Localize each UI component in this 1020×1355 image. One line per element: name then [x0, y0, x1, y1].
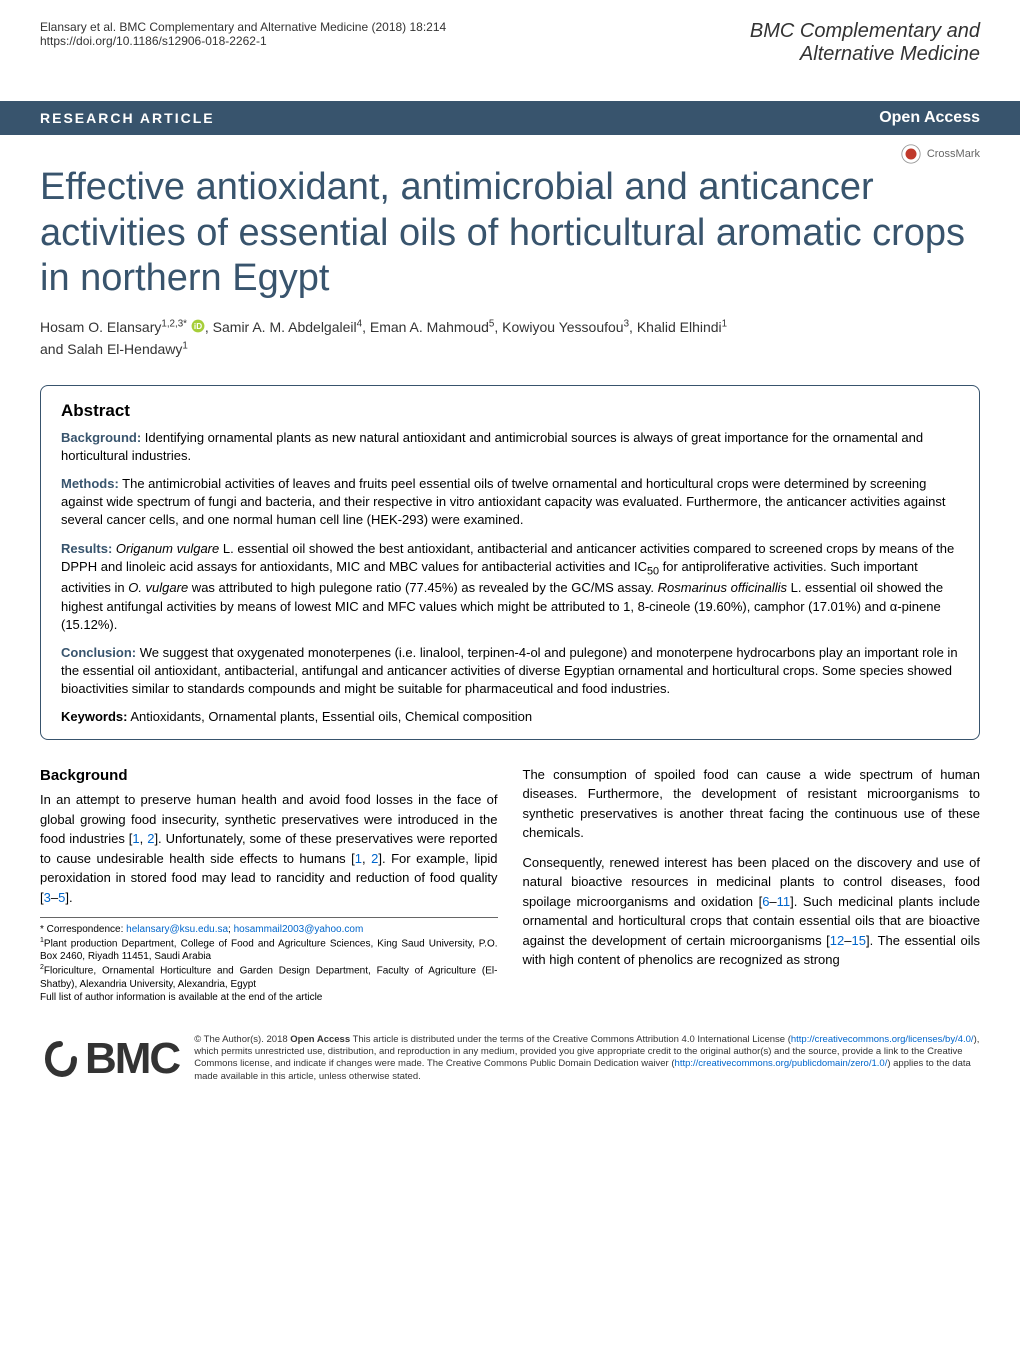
abstract-results-text-4: O. vulgare: [128, 580, 188, 595]
correspondence-block: * Correspondence: helansary@ksu.edu.sa; …: [40, 917, 498, 1004]
keywords-text: Antioxidants, Ornamental plants, Essenti…: [127, 709, 532, 724]
abstract-conclusion-text: We suggest that oxygenated monoterpenes …: [61, 645, 958, 696]
citation-text: Elansary et al. BMC Complementary and Al…: [40, 20, 446, 34]
ref-link-15[interactable]: 15: [852, 933, 866, 948]
p3-t2: –: [769, 894, 776, 909]
body-para-3: Consequently, renewed interest has been …: [523, 853, 981, 970]
ref-link-11[interactable]: 11: [777, 894, 791, 909]
license-bold: Open Access: [290, 1034, 350, 1045]
crossmark-label: CrossMark: [927, 148, 980, 160]
license-url-2[interactable]: http://creativecommons.org/publicdomain/…: [675, 1058, 888, 1069]
keywords-line: Keywords: Antioxidants, Ornamental plant…: [61, 709, 959, 724]
license-p2: This article is distributed under the te…: [350, 1034, 791, 1045]
abstract-results-text-1: Origanum vulgare: [112, 541, 219, 556]
author-5-affiliation: 1: [722, 318, 727, 329]
abstract-box: Abstract Background: Identifying ornamen…: [40, 385, 980, 740]
license-text: © The Author(s). 2018 Open Access This a…: [194, 1034, 980, 1083]
ref-link-1b[interactable]: 1: [355, 851, 362, 866]
ic50-sub: 50: [647, 565, 659, 577]
abstract-background: Background: Identifying ornamental plant…: [61, 429, 959, 465]
correspondence-label: * Correspondence:: [40, 924, 126, 935]
body-para-1: In an attempt to preserve human health a…: [40, 790, 498, 907]
abstract-background-text: Identifying ornamental plants as new nat…: [61, 430, 923, 463]
abstract-results-text-5: was attributed to high pulegone ratio (7…: [188, 580, 657, 595]
abstract-conclusion-label: Conclusion:: [61, 645, 136, 660]
running-header: Elansary et al. BMC Complementary and Al…: [0, 0, 1020, 71]
abstract-heading: Abstract: [61, 401, 959, 421]
author-list: Hosam O. Elansary1,2,3* iD , Samir A. M.…: [40, 317, 980, 360]
crossmark-badge[interactable]: CrossMark: [900, 143, 980, 165]
p1-t6: –: [51, 890, 58, 905]
correspondence-email-1[interactable]: helansary@ksu.edu.sa: [126, 924, 228, 935]
ref-link-3[interactable]: 3: [44, 890, 51, 905]
p1-t7: ].: [65, 890, 72, 905]
doi-text: https://doi.org/10.1186/s12906-018-2262-…: [40, 34, 446, 48]
footer-bar: BMC © The Author(s). 2018 Open Access Th…: [0, 1019, 1020, 1109]
affiliation-2: Floriculture, Ornamental Horticulture an…: [40, 966, 498, 990]
abstract-methods-label: Methods:: [61, 476, 119, 491]
author-1-affiliation: 1,2,3*: [161, 318, 187, 329]
article-type-label: RESEARCH ARTICLE: [40, 110, 215, 126]
bmc-logo: BMC: [40, 1034, 179, 1084]
keywords-label: Keywords:: [61, 709, 127, 724]
abstract-methods: Methods: The antimicrobial activities of…: [61, 475, 959, 530]
correspondence-email-2[interactable]: hosammail2003@yahoo.com: [234, 924, 364, 935]
full-author-info: Full list of author information is avail…: [40, 992, 322, 1003]
journal-brand: BMC Complementary and Alternative Medici…: [750, 20, 980, 66]
abstract-conclusion: Conclusion: We suggest that oxygenated m…: [61, 644, 959, 699]
article-body: Background In an attempt to preserve hum…: [0, 750, 1020, 1019]
svg-text:iD: iD: [194, 321, 202, 330]
author-6-affiliation: 1: [182, 340, 187, 351]
journal-name-line1: BMC Complementary and: [750, 20, 980, 42]
abstract-background-label: Background:: [61, 430, 141, 445]
p3-t4: –: [844, 933, 851, 948]
ref-link-12[interactable]: 12: [830, 933, 844, 948]
body-para-2: The consumption of spoiled food can caus…: [523, 765, 981, 843]
abstract-results-label: Results:: [61, 541, 112, 556]
affiliation-1: Plant production Department, College of …: [40, 938, 498, 962]
license-url-1[interactable]: http://creativecommons.org/licenses/by/4…: [791, 1034, 974, 1045]
author-5: , Khalid Elhindi: [629, 319, 722, 335]
abstract-methods-text: The antimicrobial activities of leaves a…: [61, 476, 945, 527]
author-6: and Salah El-Hendawy: [40, 341, 182, 357]
bmc-logo-icon: [40, 1039, 80, 1079]
author-4: , Kowiyou Yessoufou: [494, 319, 623, 335]
abstract-results-text-6: Rosmarinus officinallis: [658, 580, 787, 595]
ref-link-1[interactable]: 1: [132, 831, 139, 846]
citation-block: Elansary et al. BMC Complementary and Al…: [40, 20, 446, 48]
article-title: Effective antioxidant, antimicrobial and…: [40, 165, 980, 302]
license-p1: © The Author(s). 2018: [194, 1034, 290, 1045]
crossmark-icon: [900, 143, 922, 165]
journal-name-line2: Alternative Medicine: [800, 43, 980, 65]
author-2: , Samir A. M. Abdelgaleil: [205, 319, 357, 335]
orcid-icon[interactable]: iD: [191, 318, 205, 339]
open-access-label: Open Access: [879, 109, 980, 127]
author-1: Hosam O. Elansary: [40, 319, 161, 335]
bmc-logo-text: BMC: [85, 1034, 179, 1084]
abstract-results: Results: Origanum vulgare L. essential o…: [61, 540, 959, 635]
p1-t4: ,: [362, 851, 371, 866]
article-type-bar: RESEARCH ARTICLE Open Access: [0, 101, 1020, 135]
author-3: , Eman A. Mahmoud: [362, 319, 489, 335]
title-area: Effective antioxidant, antimicrobial and…: [0, 165, 1020, 375]
background-heading: Background: [40, 765, 498, 788]
